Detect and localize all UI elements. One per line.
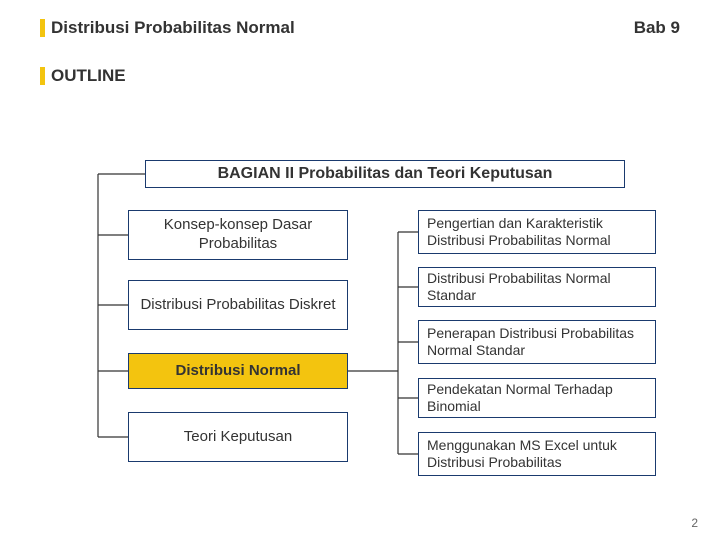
- left-box-label: Distribusi Normal: [175, 362, 300, 381]
- title-right: Bab 9: [634, 18, 680, 38]
- diagram-main-box: BAGIAN II Probabilitas dan Teori Keputus…: [145, 160, 625, 188]
- right-box-2: Penerapan Distribusi Probabilitas Normal…: [418, 320, 656, 364]
- right-box-0: Pengertian dan Karakteristik Distribusi …: [418, 210, 656, 254]
- diagram-main-label: BAGIAN II Probabilitas dan Teori Keputus…: [218, 165, 553, 183]
- page-number: 2: [691, 516, 698, 530]
- left-box-label: Konsep-konsep Dasar Probabilitas: [129, 216, 347, 254]
- slide-header: Distribusi Probabilitas Normal Bab 9: [0, 0, 720, 38]
- right-box-1: Distribusi Probabilitas Normal Standar: [418, 267, 656, 307]
- left-box-1: Distribusi Probabilitas Diskret: [128, 280, 348, 330]
- header-left: Distribusi Probabilitas Normal: [40, 18, 295, 38]
- right-box-label: Pendekatan Normal Terhadap Binomial: [427, 381, 647, 416]
- outline-label: OUTLINE: [51, 66, 126, 86]
- right-box-label: Menggunakan MS Excel untuk Distribusi Pr…: [427, 437, 647, 472]
- left-box-3: Teori Keputusan: [128, 412, 348, 462]
- accent-bar-icon: [40, 67, 45, 85]
- left-box-2: Distribusi Normal: [128, 353, 348, 389]
- right-box-3: Pendekatan Normal Terhadap Binomial: [418, 378, 656, 418]
- left-box-label: Teori Keputusan: [184, 428, 292, 447]
- right-box-label: Pengertian dan Karakteristik Distribusi …: [427, 215, 647, 250]
- title-left: Distribusi Probabilitas Normal: [51, 18, 295, 38]
- right-box-4: Menggunakan MS Excel untuk Distribusi Pr…: [418, 432, 656, 476]
- outline-row: OUTLINE: [0, 38, 720, 86]
- right-box-label: Distribusi Probabilitas Normal Standar: [427, 270, 647, 305]
- left-box-0: Konsep-konsep Dasar Probabilitas: [128, 210, 348, 260]
- right-box-label: Penerapan Distribusi Probabilitas Normal…: [427, 325, 647, 360]
- left-box-label: Distribusi Probabilitas Diskret: [140, 296, 335, 315]
- accent-bar-icon: [40, 19, 45, 37]
